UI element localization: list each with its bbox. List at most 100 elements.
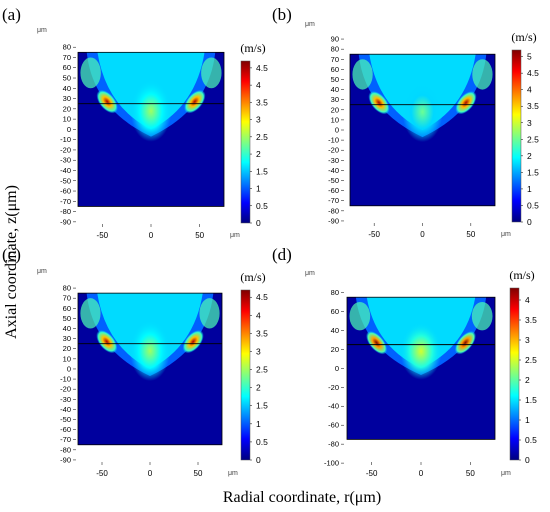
edge-vortex (80, 298, 101, 329)
colorbar-tick-label: 0.5 (527, 200, 539, 210)
unit-label-top: μm (305, 270, 315, 277)
colorbar-tick-label: 3 (525, 335, 530, 345)
y-tick-label: -60 (60, 425, 71, 434)
x-tick-label: -50 (96, 469, 108, 478)
y-tick-label: -60 (328, 421, 339, 430)
colorbar-tick-label: 2.5 (525, 355, 537, 365)
y-tick-label: -90 (60, 217, 71, 226)
y-tick-label: -80 (60, 207, 71, 216)
y-tick-label: 40 (63, 84, 71, 93)
edge-vortex (201, 57, 222, 89)
x-tick-label: 0 (149, 231, 154, 240)
y-tick-label: 80 (331, 288, 339, 297)
colorbar (240, 60, 251, 224)
y-tick-label: 40 (63, 324, 71, 333)
x-tick-label: 0 (148, 469, 153, 478)
velocity-hotspot (96, 330, 118, 354)
y-tick-label: -40 (328, 402, 339, 411)
unit-label-right: μm (501, 470, 511, 477)
colorbar-tick-label: 2.5 (527, 134, 539, 144)
unit-label-right: μm (228, 470, 238, 477)
y-tick-label: 10 (331, 115, 339, 124)
x-tick-label: 50 (466, 230, 475, 239)
edge-vortex (80, 57, 101, 89)
edge-vortex (349, 301, 371, 331)
velocity-hotspot (182, 330, 204, 354)
panel-label: (a) (2, 5, 21, 24)
y-tick-label: 50 (63, 74, 71, 83)
colorbar-tick-label: 0.5 (525, 435, 537, 445)
panel-label: (d) (272, 245, 292, 264)
unit-label-right: μm (230, 232, 240, 239)
y-tick-label: -70 (328, 196, 339, 205)
colorbar-tick-label: 4 (525, 295, 530, 305)
colorbar-title: (m/s) (511, 30, 536, 44)
figure-xlabel: Radial coordinate, r(μm) (223, 489, 381, 506)
y-tick-label: 50 (63, 314, 71, 323)
y-tick-label: -10 (60, 135, 71, 144)
x-tick-label: 0 (419, 469, 424, 478)
edge-vortex (472, 59, 493, 90)
y-tick-label: -10 (60, 375, 71, 384)
edge-vortex (199, 298, 220, 329)
colorbar-tick-label: 0.5 (256, 201, 268, 211)
colorbar-tick-label: 4.5 (527, 68, 539, 78)
y-tick-label: -80 (328, 440, 339, 449)
x-tick-label: 50 (195, 231, 204, 240)
y-tick-label: 60 (331, 65, 339, 74)
colorbar-tick-label: 4 (256, 80, 261, 90)
y-tick-label: 90 (331, 35, 339, 44)
colorbar-tick-label: 0 (256, 455, 261, 465)
central-jet (130, 80, 172, 142)
colorbar-tick-label: 3.5 (525, 315, 537, 325)
colorbar-tick-label: 0 (256, 218, 261, 228)
y-tick-label: -90 (328, 216, 339, 225)
colorbar-tick-label: 3.5 (527, 101, 539, 111)
panel-label: (c) (2, 245, 21, 264)
y-tick-label: -40 (328, 166, 339, 175)
y-tick-label: 0 (335, 126, 339, 135)
y-tick-label: 20 (63, 104, 71, 113)
y-tick-label: -20 (328, 383, 339, 392)
x-tick-label: -50 (368, 230, 380, 239)
y-tick-label: -60 (60, 187, 71, 196)
colorbar-tick-label: 1 (256, 419, 261, 429)
colorbar-title: (m/s) (240, 270, 265, 284)
velocity-hotspot (455, 91, 477, 115)
y-tick-label: 40 (331, 85, 339, 94)
x-tick-label: 50 (466, 469, 475, 478)
velocity-field (80, 52, 222, 142)
y-tick-label: 30 (63, 94, 71, 103)
panel-1: (b)μmμm9080706050403020100-10-20-30-40-5… (272, 5, 539, 239)
colorbar-tick-label: 0 (527, 217, 532, 227)
y-tick-label: -80 (328, 206, 339, 215)
colorbar-tick-label: 3 (256, 115, 261, 125)
colorbar-tick-label: 5 (527, 52, 532, 62)
y-tick-label: 80 (63, 43, 71, 52)
velocity-hotspot (96, 89, 118, 114)
colorbar-title: (m/s) (240, 41, 265, 55)
colorbar (509, 287, 520, 461)
y-tick-label: 0 (67, 125, 71, 134)
y-tick-label: 70 (63, 53, 71, 62)
colorbar-tick-label: 1 (527, 184, 532, 194)
velocity-field (80, 293, 220, 382)
domain-border (346, 296, 496, 440)
y-tick-label: 40 (331, 326, 339, 335)
colorbar-tick-label: 2 (525, 375, 530, 385)
colorbar-tick-label: 3 (527, 118, 532, 128)
y-tick-label: 80 (63, 284, 71, 293)
colorbar-tick-label: 4 (527, 85, 532, 95)
y-tick-label: -70 (60, 435, 71, 444)
central-jet (129, 320, 171, 382)
colorbar-tick-label: 4.5 (256, 292, 268, 302)
unit-label-top: μm (37, 268, 47, 275)
colorbar-tick-label: 4.5 (256, 63, 268, 73)
colorbar (240, 289, 251, 461)
y-tick-label: 70 (63, 294, 71, 303)
central-jet (402, 81, 443, 143)
colorbar-tick-label: 1.5 (525, 395, 537, 405)
colorbar-tick-label: 2.5 (256, 365, 268, 375)
colorbar-tick-label: 1.5 (256, 166, 268, 176)
